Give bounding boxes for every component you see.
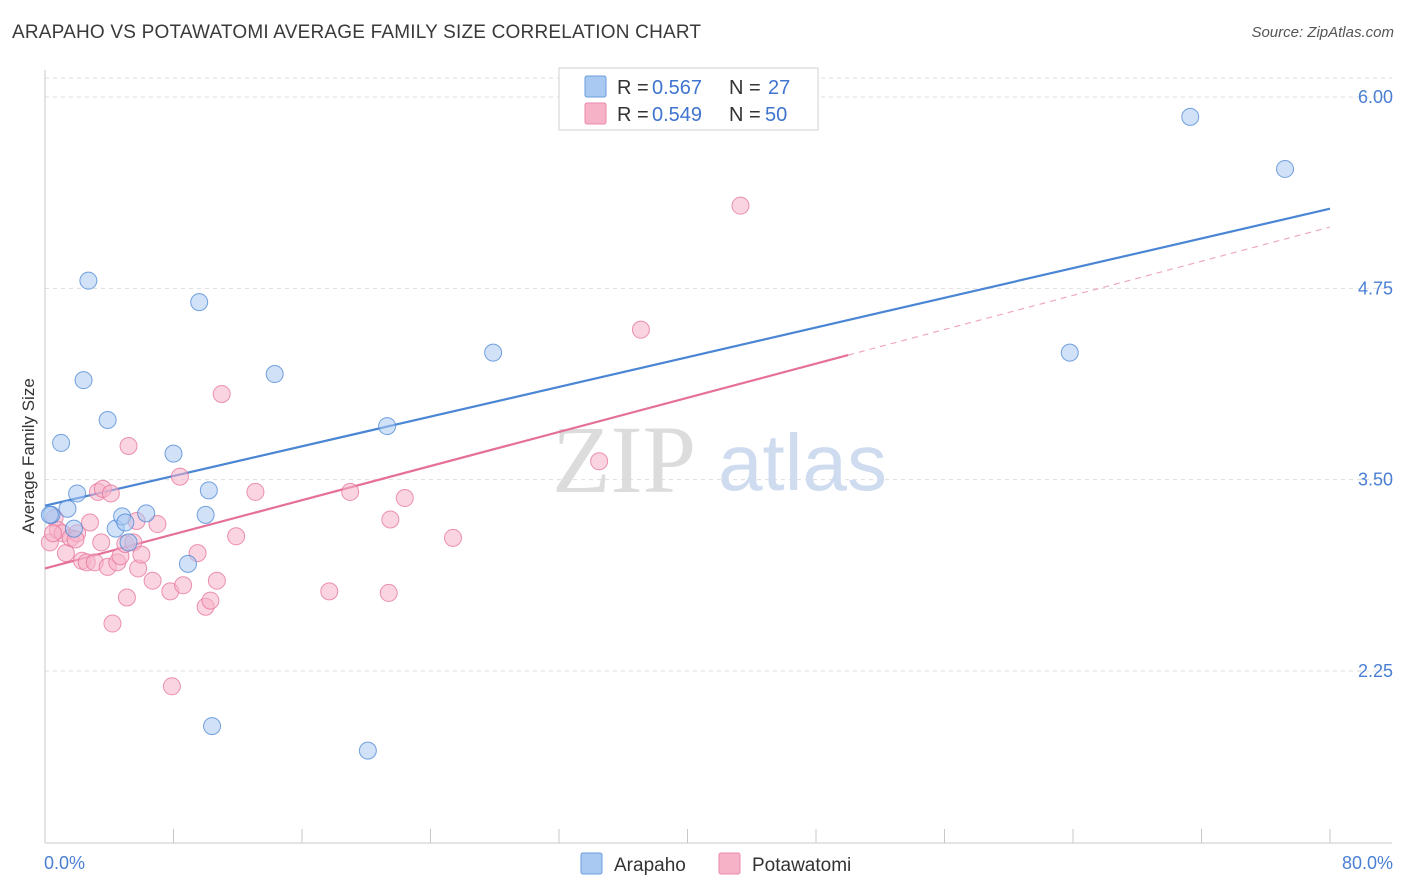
data-point-potawatomi bbox=[443, 528, 462, 547]
data-point-potawatomi bbox=[103, 614, 122, 633]
data-point-potawatomi bbox=[731, 196, 750, 215]
data-point-potawatomi bbox=[174, 576, 193, 595]
data-point-potawatomi bbox=[212, 384, 231, 403]
zipatlas-watermark: ZIP atlas bbox=[552, 406, 887, 513]
data-point-potawatomi bbox=[92, 533, 111, 552]
bottom-legend-label-arapaho: Arapaho bbox=[614, 855, 686, 876]
data-point-potawatomi bbox=[246, 482, 265, 501]
legend-n-value-arapaho: 27 bbox=[768, 77, 790, 99]
x-tick-label: 80.0% bbox=[1342, 853, 1393, 873]
data-point-arapaho bbox=[74, 371, 93, 390]
x-tick-label: 0.0% bbox=[44, 853, 85, 873]
y-tick-labels: 2.25 3.50 4.75 6.00 bbox=[1358, 87, 1393, 681]
data-point-potawatomi bbox=[207, 571, 226, 590]
data-point-arapaho bbox=[199, 481, 218, 500]
legend-r-label-potawatomi: R = bbox=[617, 104, 649, 126]
legend-top: R = 0.567 N = 27 R = 0.549 N = 50 bbox=[558, 67, 819, 131]
data-point-potawatomi bbox=[341, 482, 360, 501]
legend-r-label-arapaho: R = bbox=[617, 77, 649, 99]
data-point-arapaho bbox=[196, 505, 215, 524]
data-point-potawatomi bbox=[80, 513, 99, 532]
data-point-arapaho bbox=[164, 444, 183, 463]
data-point-arapaho bbox=[137, 504, 156, 523]
data-point-potawatomi bbox=[143, 571, 162, 590]
data-point-arapaho bbox=[1181, 107, 1200, 126]
legend-r-value-potawatomi: 0.549 bbox=[652, 104, 702, 126]
data-point-arapaho bbox=[265, 365, 284, 384]
trend-line-extension-potawatomi bbox=[847, 226, 1331, 356]
y-tick-label: 3.50 bbox=[1358, 470, 1393, 490]
legend-swatch-arapaho bbox=[584, 75, 607, 98]
data-point-arapaho bbox=[378, 417, 397, 436]
chart-title: ARAPAHO VS POTAWATOMI AVERAGE FAMILY SIZ… bbox=[12, 22, 702, 43]
data-point-potawatomi bbox=[379, 583, 398, 602]
data-point-potawatomi bbox=[117, 588, 136, 607]
data-point-arapaho bbox=[190, 293, 209, 312]
legend-n-label-arapaho: N = bbox=[729, 77, 761, 99]
y-tick-label: 6.00 bbox=[1358, 87, 1393, 107]
data-point-arapaho bbox=[116, 513, 135, 532]
data-point-arapaho bbox=[203, 717, 222, 736]
data-point-arapaho bbox=[64, 519, 83, 538]
data-point-potawatomi bbox=[227, 527, 246, 546]
data-point-arapaho bbox=[484, 343, 503, 362]
watermark-zip: ZIP bbox=[552, 406, 696, 513]
gridlines bbox=[45, 77, 1392, 672]
y-axis-title: Average Family Size bbox=[19, 378, 38, 534]
bottom-legend-label-potawatomi: Potawatomi bbox=[752, 855, 851, 876]
data-point-potawatomi bbox=[631, 320, 650, 339]
legend-bottom: Arapaho Potawatomi bbox=[580, 852, 851, 876]
watermark-atlas: atlas bbox=[718, 418, 887, 507]
data-point-arapaho bbox=[119, 533, 138, 552]
data-point-potawatomi bbox=[101, 484, 120, 503]
legend-swatch-potawatomi bbox=[584, 102, 607, 125]
data-point-arapaho bbox=[52, 433, 71, 452]
data-point-potawatomi bbox=[320, 582, 339, 601]
data-point-arapaho bbox=[98, 410, 117, 429]
trend-lines bbox=[44, 207, 1331, 570]
data-point-arapaho bbox=[358, 741, 377, 760]
axes bbox=[44, 70, 1392, 844]
y-tick-label: 4.75 bbox=[1358, 278, 1393, 298]
data-point-arapaho bbox=[1060, 343, 1079, 362]
data-points bbox=[40, 107, 1295, 760]
legend-n-label-potawatomi: N = bbox=[729, 104, 761, 126]
data-point-arapaho bbox=[58, 499, 77, 518]
data-point-potawatomi bbox=[119, 436, 138, 455]
data-point-potawatomi bbox=[395, 489, 414, 508]
source-label: Source: ZipAtlas.com bbox=[1251, 24, 1394, 41]
data-point-potawatomi bbox=[132, 545, 151, 564]
legend-r-value-arapaho: 0.567 bbox=[652, 77, 702, 99]
data-point-arapaho bbox=[68, 484, 87, 503]
data-point-potawatomi bbox=[590, 452, 609, 471]
data-point-arapaho bbox=[40, 505, 59, 524]
data-point-potawatomi bbox=[44, 524, 63, 543]
trend-line-potawatomi bbox=[44, 354, 849, 570]
legend-n-value-potawatomi: 50 bbox=[765, 104, 787, 126]
data-point-arapaho bbox=[1276, 159, 1295, 178]
data-point-potawatomi bbox=[148, 515, 167, 534]
data-point-arapaho bbox=[79, 271, 98, 290]
data-point-potawatomi bbox=[201, 591, 220, 610]
bottom-legend-swatch-arapaho bbox=[580, 852, 603, 875]
x-tick-labels: 0.0% 80.0% bbox=[44, 829, 1393, 873]
data-point-potawatomi bbox=[170, 467, 189, 486]
bottom-legend-swatch-potawatomi bbox=[718, 852, 741, 875]
data-point-arapaho bbox=[178, 554, 197, 573]
trend-line-arapaho bbox=[44, 207, 1331, 507]
y-tick-label: 2.25 bbox=[1358, 661, 1393, 681]
data-point-potawatomi bbox=[381, 510, 400, 529]
data-point-potawatomi bbox=[162, 677, 181, 696]
